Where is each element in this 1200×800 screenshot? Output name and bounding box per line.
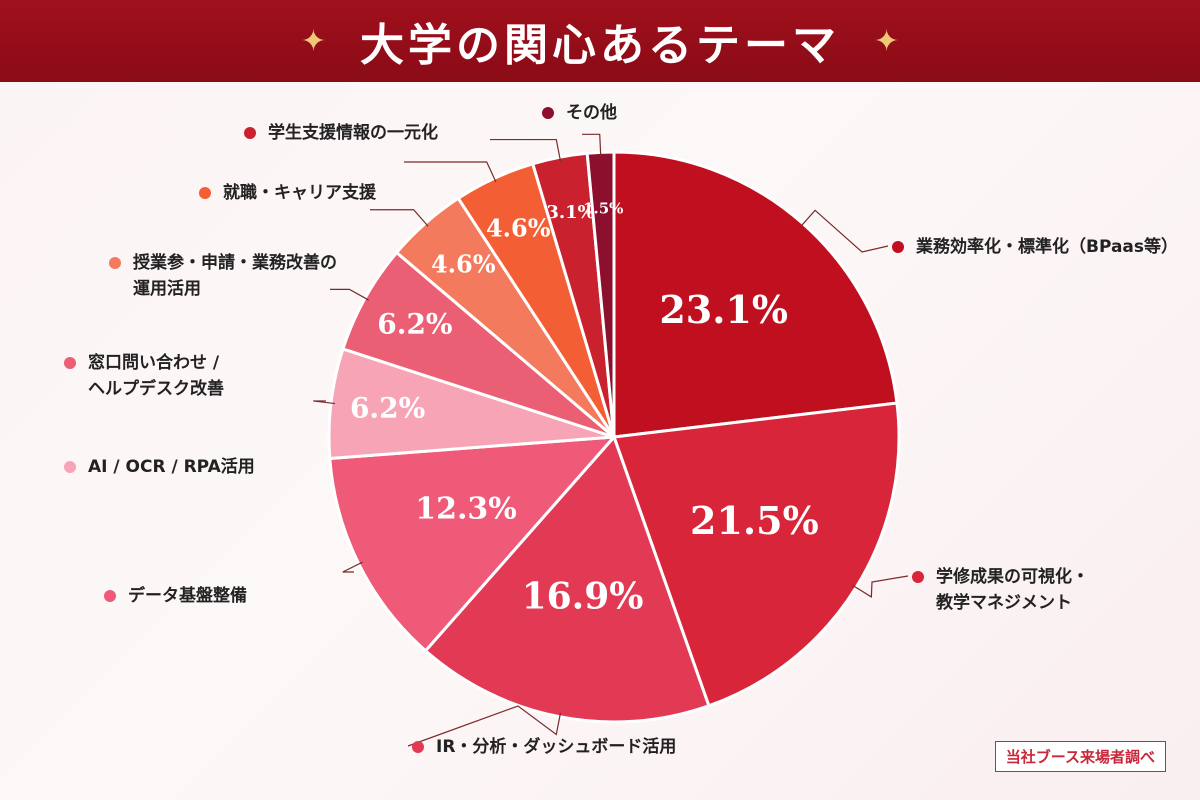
slice-category-label: IR・分析・ダッシュボード活用 xyxy=(436,736,676,757)
slice-percent-label: 4.6% xyxy=(486,214,551,243)
slice-category-label: 授業参・申請・業務改善の xyxy=(133,252,337,273)
slice-category-label: 運用活用 xyxy=(133,278,201,299)
legend-dot xyxy=(542,107,554,119)
slice-category-label: その他 xyxy=(566,102,617,123)
leader-line xyxy=(330,288,369,301)
sparkle-left-icon: ✦ xyxy=(300,23,326,59)
slice-category-label: 学修成果の可視化・ xyxy=(936,566,1089,587)
page-title: 大学の関心あるテーマ xyxy=(360,20,840,71)
sparkle-right-icon: ✦ xyxy=(874,23,900,59)
leader-line xyxy=(313,400,336,405)
legend-dot xyxy=(64,461,76,473)
leader-line xyxy=(407,705,562,747)
slice-category-label: データ基盤整備 xyxy=(128,585,247,606)
legend-dot xyxy=(109,257,121,269)
legend-dot xyxy=(64,357,76,369)
legend-dot xyxy=(412,741,424,753)
slice-percent-label: 6.2% xyxy=(350,391,425,424)
source-note: 当社ブース来場者調べ xyxy=(994,741,1166,772)
slice-category-label: 窓口問い合わせ / xyxy=(88,352,220,373)
legend-dot xyxy=(244,127,256,139)
slice-category-label: 学生支援情報の一元化 xyxy=(268,122,438,143)
slice-category-label: AI / OCR / RPA活用 xyxy=(88,456,255,477)
slice-percent-label: 3.1% xyxy=(546,202,594,223)
slice-percent-label: 16.9% xyxy=(522,575,644,617)
leader-line xyxy=(800,209,889,253)
slice-category-label: 業務効率化・標準化（BPaas等） xyxy=(916,236,1178,257)
slice-percent-label: 23.1% xyxy=(659,287,788,332)
leader-line xyxy=(342,561,363,573)
legend-dot xyxy=(199,187,211,199)
slice-category-label: 教学マネジメント xyxy=(935,592,1072,613)
legend-dot xyxy=(104,590,116,602)
slice-category-label: ヘルプデスク改善 xyxy=(88,378,224,399)
header-banner: ✦ 大学の関心あるテーマ ✦ xyxy=(0,0,1200,82)
leader-line xyxy=(490,138,562,162)
slice-percent-label: 21.5% xyxy=(690,498,819,543)
slice-category-label: 就職・キャリア支援 xyxy=(223,182,377,203)
slice-percent-label: 12.3% xyxy=(415,492,517,527)
leader-line xyxy=(852,575,909,598)
slice-percent-label: 4.6% xyxy=(431,249,496,278)
legend-dot xyxy=(912,571,924,583)
legend-dot xyxy=(892,241,904,253)
leader-line xyxy=(582,133,602,157)
slice-percent-label: 1.5% xyxy=(583,199,623,217)
leader-line xyxy=(370,209,429,227)
slice-percent-label: 6.2% xyxy=(377,307,452,340)
leader-line xyxy=(404,161,497,183)
